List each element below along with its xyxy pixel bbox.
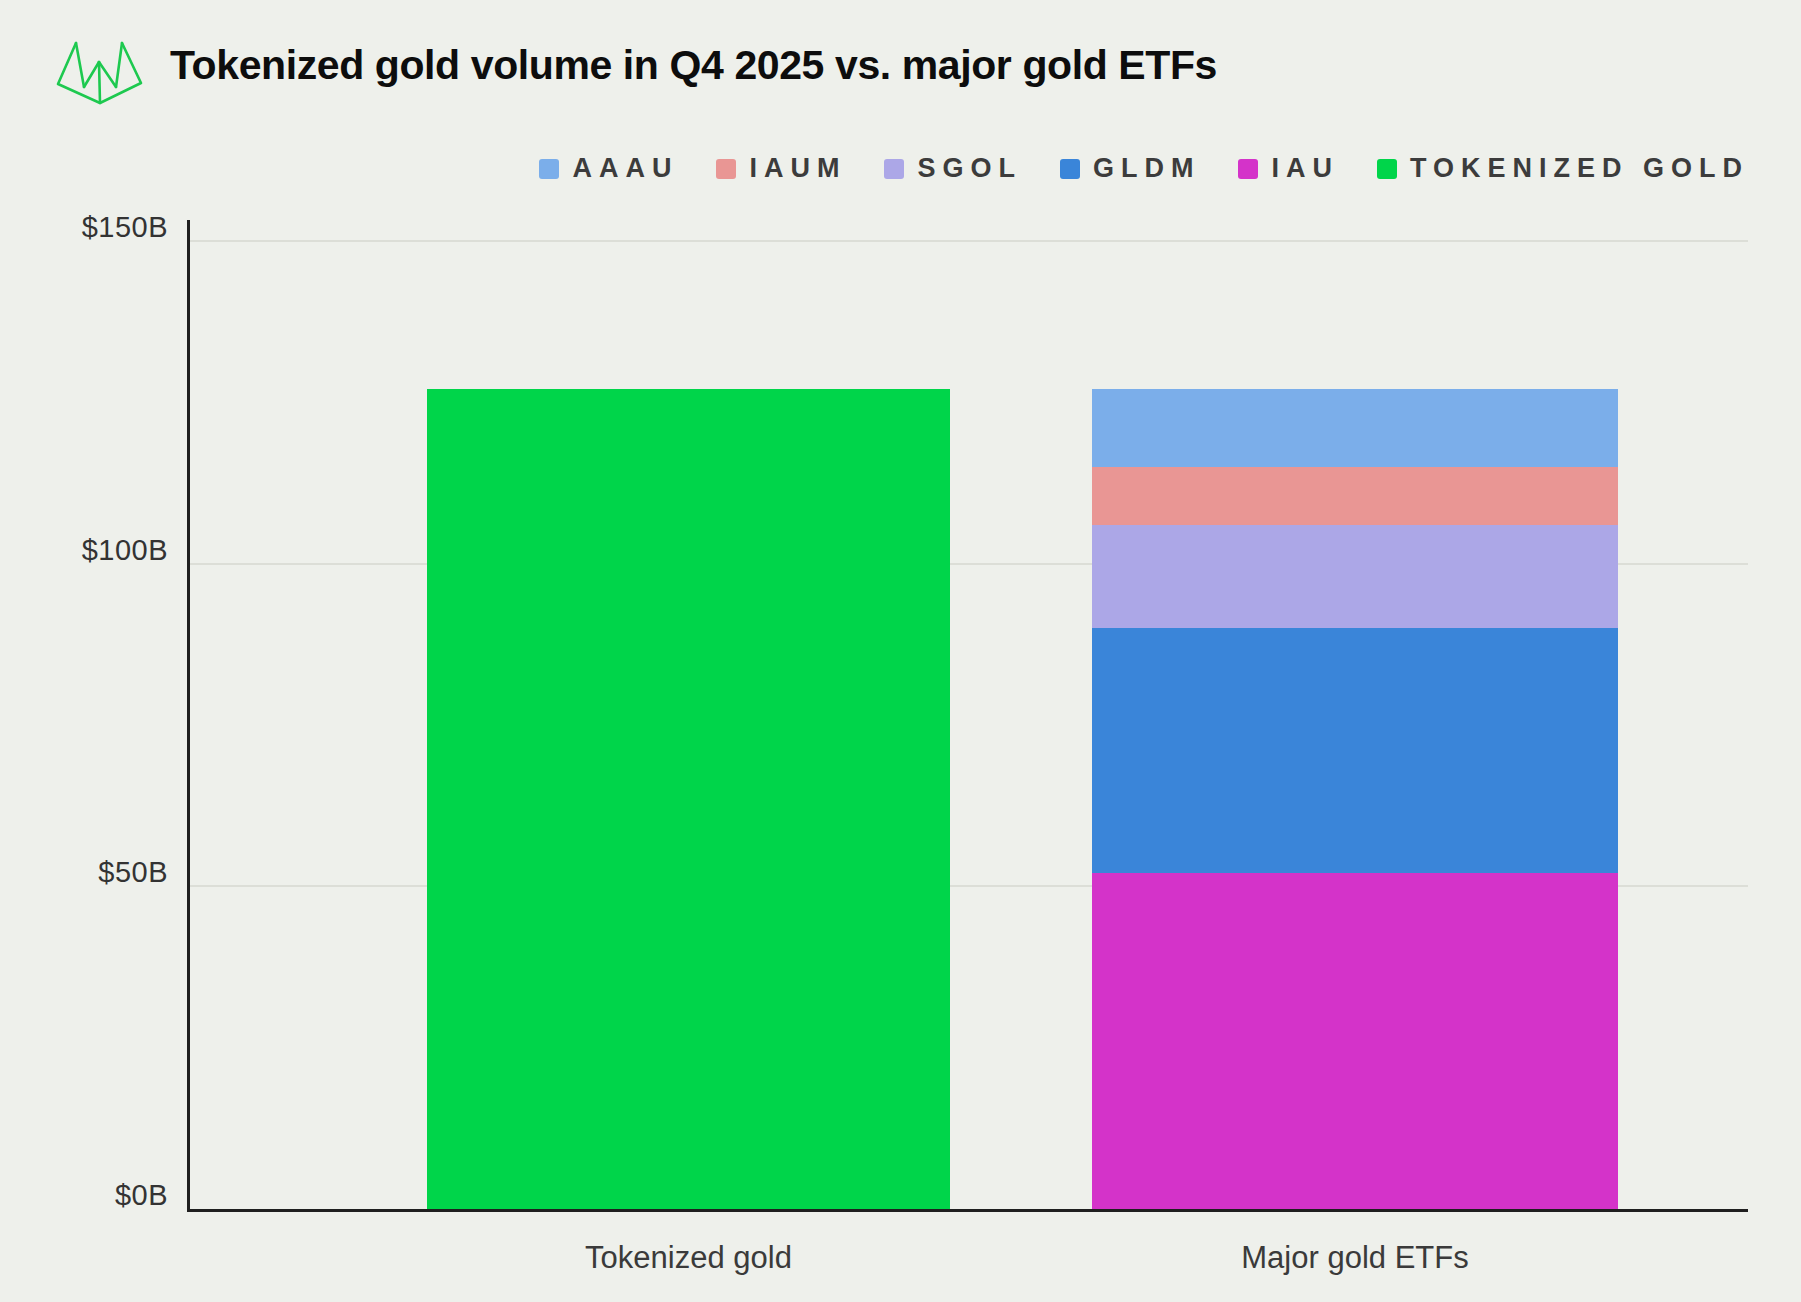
bar-segment-tokenized-gold[interactable] (427, 389, 950, 1209)
bar-segment-iaum[interactable] (1092, 467, 1618, 525)
gridline-150 (189, 240, 1748, 242)
bar-segment-sgol[interactable] (1092, 525, 1618, 628)
y-tick-label-50: $50B (0, 852, 168, 892)
y-tick-label-150: $150B (0, 207, 168, 247)
x-axis-label-tokenized-gold: Tokenized gold (469, 1240, 909, 1276)
y-axis-line (187, 220, 190, 1211)
y-tick-label-100: $100B (0, 530, 168, 570)
y-tick-label-0: $0B (0, 1175, 168, 1215)
bar-segment-aaau[interactable] (1092, 389, 1618, 466)
bar-segment-gldm[interactable] (1092, 628, 1618, 873)
chart-page: Tokenized gold volume in Q4 2025 vs. maj… (0, 0, 1801, 1302)
bar-segment-iau[interactable] (1092, 873, 1618, 1209)
x-axis-line (187, 1209, 1748, 1212)
plot-area: $0B $50B $100B $150B Tokenized gold Major go… (0, 0, 1801, 1302)
x-axis-label-major-gold-etfs: Major gold ETFs (1135, 1240, 1575, 1276)
